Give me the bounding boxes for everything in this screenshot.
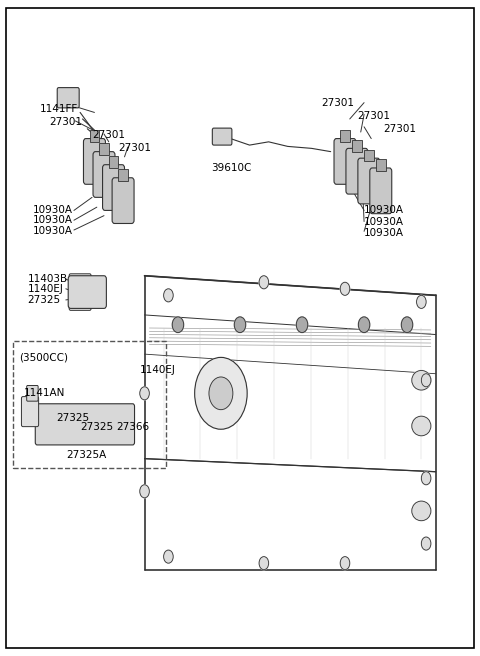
Ellipse shape [412, 416, 431, 436]
Bar [99, 143, 109, 155]
Text: 10930A: 10930A [364, 216, 404, 226]
Text: 27301: 27301 [357, 111, 390, 121]
Circle shape [421, 374, 431, 387]
Bar [376, 159, 385, 171]
Circle shape [140, 387, 149, 400]
FancyBboxPatch shape [103, 165, 124, 211]
Bar [364, 150, 373, 161]
Text: 10930A: 10930A [364, 228, 404, 237]
Text: 10930A: 10930A [33, 205, 72, 215]
Text: 1140EJ: 1140EJ [28, 284, 63, 294]
Bar [13, 341, 166, 468]
Circle shape [417, 295, 426, 308]
Bar [340, 130, 350, 142]
Text: 27301: 27301 [49, 117, 82, 127]
FancyBboxPatch shape [93, 152, 115, 197]
FancyBboxPatch shape [112, 178, 134, 224]
Text: 27366: 27366 [116, 422, 149, 432]
Ellipse shape [412, 501, 431, 521]
Text: 1141FF: 1141FF [39, 104, 78, 114]
Text: 10930A: 10930A [364, 205, 404, 215]
Text: 10930A: 10930A [33, 226, 72, 236]
Bar [109, 156, 118, 168]
Text: 27325: 27325 [56, 413, 89, 423]
FancyBboxPatch shape [68, 276, 107, 308]
Bar [118, 169, 128, 181]
Circle shape [259, 557, 269, 569]
FancyBboxPatch shape [370, 168, 392, 214]
FancyBboxPatch shape [22, 397, 38, 426]
Text: 27325A: 27325A [66, 451, 106, 461]
Circle shape [209, 377, 233, 409]
Ellipse shape [412, 371, 431, 390]
Circle shape [359, 317, 370, 333]
Circle shape [164, 289, 173, 302]
Text: 27301: 27301 [118, 144, 151, 154]
Circle shape [259, 276, 269, 289]
FancyBboxPatch shape [84, 138, 106, 184]
Text: 27301: 27301 [321, 98, 354, 108]
Circle shape [401, 317, 413, 333]
Text: 11403B: 11403B [28, 274, 68, 284]
Circle shape [234, 317, 246, 333]
Circle shape [172, 317, 184, 333]
Text: 39610C: 39610C [211, 163, 252, 173]
FancyBboxPatch shape [212, 128, 232, 145]
Circle shape [421, 472, 431, 485]
Bar [90, 130, 99, 142]
Text: (3500CC): (3500CC) [20, 352, 69, 362]
FancyBboxPatch shape [57, 88, 79, 108]
Text: 1140EJ: 1140EJ [140, 365, 176, 375]
Circle shape [340, 557, 350, 569]
FancyBboxPatch shape [27, 386, 38, 401]
Bar [352, 140, 362, 152]
Text: 1141AN: 1141AN [24, 388, 66, 398]
Circle shape [296, 317, 308, 333]
FancyBboxPatch shape [69, 274, 91, 310]
Circle shape [421, 537, 431, 550]
Circle shape [340, 282, 350, 295]
Text: 10930A: 10930A [33, 215, 72, 225]
Text: 27325: 27325 [28, 295, 61, 305]
Text: 27301: 27301 [92, 131, 125, 140]
Circle shape [195, 358, 247, 429]
FancyBboxPatch shape [334, 138, 356, 184]
FancyBboxPatch shape [35, 404, 134, 445]
Text: 27325: 27325 [80, 422, 113, 432]
FancyBboxPatch shape [346, 148, 368, 194]
Text: 27301: 27301 [383, 124, 416, 134]
Circle shape [140, 485, 149, 498]
Circle shape [164, 550, 173, 563]
FancyBboxPatch shape [358, 158, 380, 204]
